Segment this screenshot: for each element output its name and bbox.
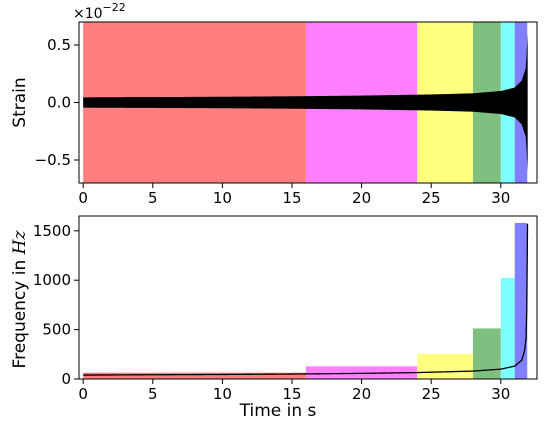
frequency-label-unit: Hz [10,230,30,256]
strain-y-tick-label-2: −0.5 [35,151,71,169]
strain-x-tick-label-5: 25 [422,189,441,207]
frequency-y-tick-label-1: 500 [42,321,71,339]
strain-x-tick-label-3: 15 [282,189,301,207]
frequency-x-tick-label-4: 20 [352,385,371,403]
frequency-bar-2 [417,354,473,379]
frequency-label-prefix: Frequency in [10,254,30,368]
strain-x-tick-label-6: 30 [491,189,510,207]
strain-x-tick-label-1: 5 [148,189,158,207]
frequency-y-axis-label: Frequency in Hz [10,230,30,369]
strain-y-ticks: 0.5 0.0 −0.5 [35,36,79,169]
frequency-x-tick-label-1: 5 [148,385,158,403]
frequency-bar-5 [515,223,528,379]
multiplier-exponent: −22 [103,1,126,14]
frequency-bars [83,223,527,379]
strain-x-tick-label-2: 10 [213,189,232,207]
strain-x-ticks: 0 5 10 15 20 25 30 [78,183,510,207]
strain-y-axis-label: Strain [10,77,30,127]
multiplier-base: ×10 [73,6,103,22]
frequency-x-ticks: 0 5 10 15 20 25 30 [78,379,510,403]
frequency-y-tick-label-0: 0 [61,370,71,388]
frequency-x-tick-label-0: 0 [78,385,88,403]
strain-scale-multiplier: ×10−22 [73,1,126,22]
strain-y-tick-label-0: 0.5 [47,36,71,54]
frequency-x-tick-label-5: 25 [422,385,441,403]
frequency-bar-4 [501,278,515,379]
x-axis-label: Time in s [239,401,317,421]
strain-panel: 0 5 10 15 20 25 30 0.5 0.0 −0.5 Strain ×10−22 [10,1,537,207]
strain-x-tick-label-4: 20 [352,189,371,207]
frequency-y-tick-label-2: 1000 [33,271,71,289]
frequency-y-ticks: 0 500 1000 1500 [33,222,79,388]
strain-x-tick-label-0: 0 [78,189,88,207]
frequency-y-tick-label-3: 1500 [33,222,71,240]
strain-y-tick-label-1: 0.0 [47,94,71,112]
frequency-x-tick-label-6: 30 [491,385,510,403]
frequency-x-tick-label-2: 10 [213,385,232,403]
frequency-track-line [83,224,527,375]
